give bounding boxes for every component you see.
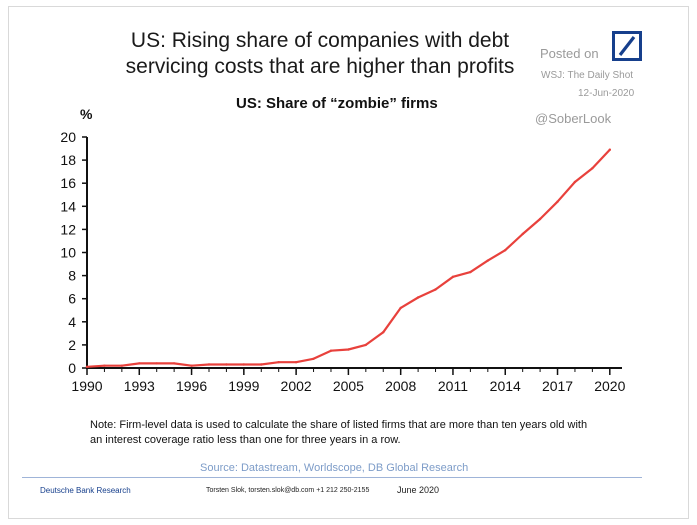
y-tick-label: 4 [68, 314, 76, 330]
data-point [486, 259, 489, 262]
y-tick-label: 18 [60, 152, 76, 168]
x-tick-label: 2002 [281, 378, 312, 394]
data-point [312, 357, 315, 360]
footer-date: June 2020 [397, 485, 440, 495]
data-point [138, 362, 141, 365]
y-tick-label: 10 [60, 245, 76, 261]
data-point [538, 217, 542, 221]
x-tick-label: 1993 [124, 378, 155, 394]
x-tick-label: 1990 [71, 378, 102, 394]
data-point [190, 364, 193, 367]
data-point [556, 200, 559, 203]
y-tick-label: 8 [68, 268, 76, 284]
data-point [120, 364, 124, 367]
data-point [416, 296, 420, 299]
wsj-daily-shot-label: WSJ: The Daily Shot [541, 70, 634, 81]
data-point [294, 361, 298, 364]
data-point [434, 288, 437, 291]
y-tick-label: 20 [60, 129, 76, 145]
note-line-1: Note: Firm-level data is used to calcula… [90, 419, 588, 431]
x-tick-label: 2014 [490, 378, 521, 394]
data-point [504, 249, 507, 252]
footer-bank-name: Deutsche Bank Research [40, 486, 131, 495]
data-point [329, 349, 333, 352]
posted-date: 12-Jun-2020 [578, 88, 635, 99]
logo-inner-square [615, 34, 639, 58]
x-tick-label: 2008 [385, 378, 416, 394]
data-point [242, 363, 245, 366]
note-line-2: an interest coverage ratio less than one… [90, 434, 401, 446]
y-axis-unit-label: % [80, 106, 93, 122]
data-point [277, 361, 280, 364]
logo-slash-icon [618, 36, 636, 56]
data-point [207, 363, 211, 366]
posted-on-label: Posted on [540, 46, 599, 61]
chart-source: Source: Datastream, Worldscope, DB Globa… [200, 462, 469, 474]
twitter-handle: @SoberLook [535, 111, 612, 126]
data-point [382, 331, 385, 334]
data-point [608, 148, 611, 151]
chart-headline: US: Rising share of companies with debt … [100, 28, 540, 80]
x-tick-label: 2011 [438, 378, 468, 394]
data-point [469, 270, 472, 274]
data-point [85, 365, 89, 368]
chart-title: US: Share of “zombie” firms [236, 95, 438, 112]
x-tick-label: 1996 [176, 378, 207, 394]
data-point [573, 180, 577, 184]
deutsche-bank-logo-icon [612, 31, 642, 61]
y-tick-label: 12 [60, 221, 76, 237]
x-tick-label: 2020 [594, 378, 625, 394]
data-point [225, 363, 228, 366]
y-tick-label: 16 [60, 175, 76, 191]
y-tick-label: 6 [68, 291, 76, 307]
chart-frame [8, 6, 689, 519]
data-point [521, 232, 524, 236]
data-point [347, 348, 350, 351]
data-point [103, 364, 106, 367]
data-point [451, 275, 455, 278]
data-point [172, 362, 176, 365]
data-point [260, 363, 263, 366]
y-tick-label: 0 [68, 360, 76, 376]
chart-note: Note: Firm-level data is used to calcula… [90, 418, 650, 448]
data-point [399, 306, 402, 310]
chart-plot-area [85, 148, 611, 368]
footer-contact: Torsten Slok, torsten.slok@db.com +1 212… [206, 487, 370, 494]
headline-line-1: US: Rising share of companies with debt [130, 29, 510, 52]
chart-axes: 0 2 4 6 8 10 12 14 16 18 20 1990 1993 1996 1999 2002 200… [60, 129, 625, 394]
data-point [364, 343, 367, 347]
y-tick-label: 14 [60, 198, 76, 214]
zombie-share-series-line [85, 148, 611, 368]
data-point [591, 167, 594, 170]
x-tick-label: 1999 [228, 378, 259, 394]
y-tick-label: 2 [68, 337, 76, 353]
x-tick-label: 2017 [542, 378, 573, 394]
data-point [155, 362, 158, 365]
headline-line-2: servicing costs that are higher than pro… [125, 55, 515, 78]
footer-divider [22, 477, 642, 478]
x-tick-label: 2005 [333, 378, 364, 394]
